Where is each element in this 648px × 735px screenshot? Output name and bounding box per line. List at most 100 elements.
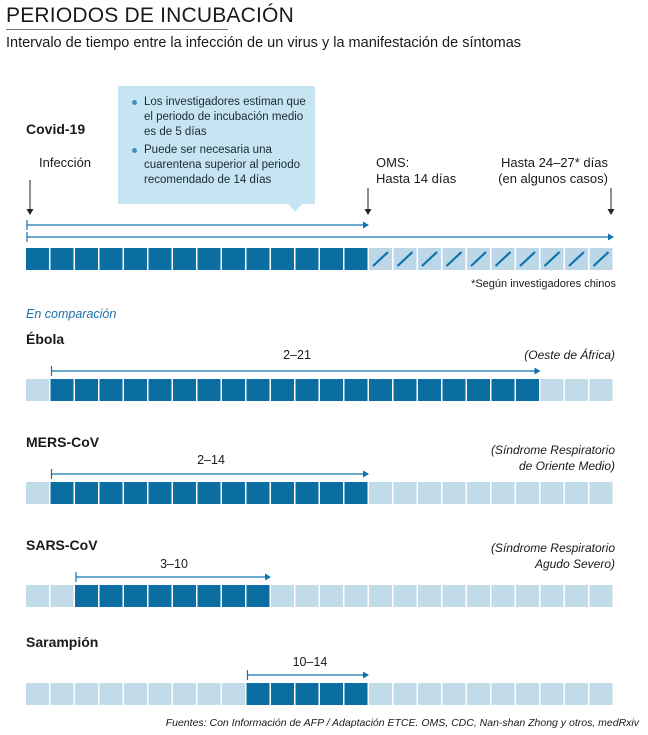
day-cell-incubation bbox=[246, 379, 270, 401]
page-title: PERIODOS DE INCUBACIÓN bbox=[6, 4, 294, 27]
day-cell-incubation bbox=[148, 585, 172, 607]
callout-item: Puede ser necesaria una cuarentena super… bbox=[132, 143, 312, 188]
region-line: Agudo Severo) bbox=[534, 557, 615, 571]
covid-label: Covid-19 bbox=[26, 121, 86, 137]
day-cell bbox=[540, 683, 564, 705]
comparison-label: En comparación bbox=[26, 307, 117, 321]
marker-infection: Infección bbox=[39, 155, 92, 170]
range-label-mers: 2–14 bbox=[197, 453, 225, 467]
day-cell-incubation bbox=[222, 482, 245, 504]
day-cell-incubation bbox=[271, 482, 294, 504]
day-cell bbox=[589, 683, 613, 705]
day-cell-incubation bbox=[99, 585, 123, 607]
bullet-icon bbox=[132, 148, 137, 153]
day-cell bbox=[565, 379, 588, 401]
day-cell-incubation bbox=[491, 379, 515, 401]
day-cell-incubation bbox=[516, 379, 539, 401]
day-cell-incubation bbox=[124, 482, 147, 504]
day-cell-incubation bbox=[271, 379, 294, 401]
day-cell bbox=[540, 482, 564, 504]
day-cell-confirmed bbox=[271, 248, 294, 270]
day-cell-confirmed bbox=[99, 248, 123, 270]
day-cell-incubation bbox=[75, 585, 98, 607]
day-cell bbox=[589, 482, 613, 504]
day-cell bbox=[99, 683, 123, 705]
day-cell bbox=[148, 683, 172, 705]
day-cell-incubation bbox=[344, 683, 368, 705]
day-cell bbox=[540, 379, 564, 401]
day-cell-incubation bbox=[320, 482, 343, 504]
day-cell-incubation bbox=[50, 379, 74, 401]
range-arrow-3-head bbox=[265, 573, 271, 581]
day-cell bbox=[565, 683, 588, 705]
day-cell-incubation bbox=[222, 379, 245, 401]
hatch-stroke bbox=[470, 251, 487, 267]
day-cell bbox=[418, 482, 441, 504]
sars-label: SARS-CoV bbox=[26, 537, 98, 553]
day-cell-incubation bbox=[197, 585, 221, 607]
day-cell-incubation bbox=[50, 482, 74, 504]
day-cell bbox=[369, 482, 392, 504]
callout-pointer bbox=[288, 204, 302, 212]
day-cell bbox=[393, 482, 417, 504]
day-cell bbox=[50, 585, 74, 607]
infection-marker-head bbox=[26, 209, 34, 215]
marker-extended-line: Hasta 24–27* días bbox=[501, 155, 608, 170]
covid-oms-arrow-head bbox=[363, 221, 369, 229]
day-cell-incubation bbox=[442, 379, 466, 401]
range-arrow-1-head bbox=[534, 367, 541, 375]
day-cell bbox=[565, 585, 588, 607]
sources: Fuentes: Con Información de AFP / Adapta… bbox=[165, 717, 639, 729]
day-cell-incubation bbox=[197, 482, 221, 504]
day-cell-incubation bbox=[320, 683, 343, 705]
day-cell-confirmed bbox=[148, 248, 172, 270]
extended-marker-head bbox=[607, 209, 615, 215]
day-cell bbox=[393, 585, 417, 607]
footnote: *Según investigadores chinos bbox=[471, 278, 616, 290]
range-label-measles: 10–14 bbox=[292, 655, 328, 669]
day-cell bbox=[442, 585, 466, 607]
day-cell bbox=[26, 379, 49, 401]
sars-region: (Síndrome Respiratorio Agudo Severo) bbox=[491, 540, 615, 572]
day-cell bbox=[467, 585, 490, 607]
mers-label: MERS-CoV bbox=[26, 434, 100, 450]
covid-extended-arrow-head bbox=[608, 233, 614, 241]
day-cell-incubation bbox=[99, 482, 123, 504]
day-cell-incubation bbox=[467, 379, 490, 401]
bullet-icon bbox=[132, 100, 137, 105]
page-subtitle: Intervalo de tiempo entre la infección d… bbox=[6, 35, 522, 51]
day-cell-incubation bbox=[124, 379, 147, 401]
day-cell-incubation bbox=[271, 683, 294, 705]
day-cell bbox=[124, 683, 147, 705]
hatch-stroke bbox=[396, 251, 414, 267]
measles-label: Sarampión bbox=[26, 634, 99, 650]
day-cell bbox=[197, 683, 221, 705]
day-cell-incubation bbox=[173, 379, 196, 401]
callout-item: Los investigadores estiman que el period… bbox=[132, 95, 312, 140]
day-cell-incubation bbox=[320, 379, 343, 401]
day-cell bbox=[516, 585, 539, 607]
day-cell bbox=[369, 585, 392, 607]
range-arrow-4-head bbox=[363, 671, 369, 679]
region-line: (Síndrome Respiratorio bbox=[490, 541, 615, 555]
day-cell bbox=[26, 482, 49, 504]
day-cell-confirmed bbox=[344, 248, 368, 270]
day-cell bbox=[589, 379, 613, 401]
day-cell-confirmed bbox=[173, 248, 196, 270]
marker-extended-line: (en algunos casos) bbox=[498, 171, 608, 186]
day-cell-incubation bbox=[197, 379, 221, 401]
day-cell bbox=[320, 585, 343, 607]
day-cell-incubation bbox=[418, 379, 441, 401]
day-cell-incubation bbox=[75, 379, 98, 401]
day-cell bbox=[442, 683, 466, 705]
day-cell-incubation bbox=[222, 585, 245, 607]
day-cell bbox=[173, 683, 196, 705]
hatch-stroke bbox=[494, 251, 512, 267]
mers-region: (Síndrome Respiratorio de Oriente Medio) bbox=[491, 442, 615, 474]
hatch-stroke bbox=[543, 251, 561, 267]
day-cell bbox=[222, 683, 245, 705]
day-cell-incubation bbox=[148, 482, 172, 504]
day-cell bbox=[565, 482, 588, 504]
callout-box bbox=[118, 86, 315, 204]
